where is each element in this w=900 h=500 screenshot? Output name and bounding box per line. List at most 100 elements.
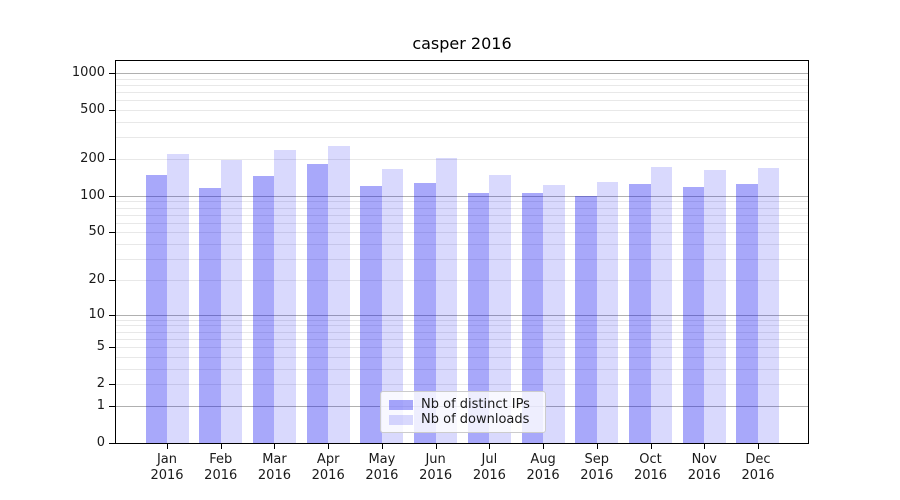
minor-gridline	[116, 207, 808, 209]
bar-downloads-mar	[274, 149, 296, 443]
minor-gridline	[116, 319, 808, 321]
y-tick-mark	[109, 232, 115, 234]
legend-swatch-distinct-ips	[389, 399, 413, 410]
minor-gridline	[116, 92, 808, 94]
minor-gridline	[116, 356, 808, 358]
bar-ips-jul	[467, 193, 490, 443]
minor-gridline	[116, 384, 808, 386]
y-tick-mark	[109, 195, 115, 197]
x-tick-mark	[543, 444, 545, 449]
minor-gridline	[116, 100, 808, 102]
y-tick-mark	[109, 384, 115, 386]
x-tick-label: May 2016	[365, 452, 399, 483]
x-tick-mark	[704, 444, 706, 449]
x-tick-mark	[596, 444, 598, 449]
y-tick-mark	[109, 405, 115, 407]
y-tick-label: 500	[80, 102, 105, 118]
x-tick-mark	[274, 444, 276, 449]
minor-gridline	[116, 338, 808, 340]
minor-gridline	[116, 347, 808, 349]
y-tick-mark	[109, 443, 115, 444]
x-tick-label: Dec 2016	[741, 452, 775, 483]
bar-ips-oct	[629, 183, 651, 443]
minor-gridline	[116, 137, 808, 139]
minor-gridline	[116, 325, 808, 327]
x-tick-label: Mar 2016	[257, 452, 291, 483]
x-tick-label: Jul 2016	[472, 452, 506, 483]
bar-ips-nov	[682, 186, 705, 443]
bar-ips-may	[360, 185, 382, 443]
x-tick-mark	[220, 444, 222, 449]
legend-label-downloads: Nb of downloads	[421, 412, 530, 427]
bar-ips-aug	[521, 193, 544, 443]
legend-label-distinct-ips: Nb of distinct IPs	[421, 397, 530, 412]
y-tick-label: 20	[88, 271, 105, 287]
minor-gridline	[116, 110, 808, 112]
y-tick-label: 200	[80, 150, 105, 166]
x-tick-mark	[381, 444, 383, 449]
y-tick-mark	[109, 110, 115, 112]
y-tick-label: 100	[80, 187, 105, 203]
bar-downloads-jul	[489, 175, 511, 443]
bar-ips-feb	[199, 187, 221, 443]
minor-gridline	[116, 232, 808, 234]
bar-downloads-apr	[328, 146, 350, 443]
minor-gridline	[116, 279, 808, 281]
minor-gridline	[116, 121, 808, 123]
bar-downloads-oct	[650, 166, 673, 443]
x-tick-mark	[489, 444, 491, 449]
bar-ips-jun	[414, 182, 436, 443]
legend-swatch-downloads	[389, 414, 413, 425]
minor-gridline	[116, 259, 808, 261]
bar-ips-sep	[575, 195, 597, 443]
bar-downloads-sep	[596, 181, 619, 443]
minor-gridline	[116, 368, 808, 370]
y-tick-label: 2	[96, 376, 105, 392]
major-gridline	[116, 314, 808, 316]
minor-gridline	[116, 244, 808, 246]
x-tick-label: Jun 2016	[419, 452, 453, 483]
y-tick-label: 0	[96, 435, 105, 450]
x-tick-label: Aug 2016	[526, 452, 560, 483]
minor-gridline	[116, 78, 808, 80]
x-tick-label: Jan 2016	[150, 452, 184, 483]
minor-gridline	[116, 158, 808, 160]
plot-area	[115, 60, 809, 444]
bar-ips-jan	[145, 175, 167, 443]
legend-item-distinct-ips: Nb of distinct IPs	[389, 397, 537, 412]
legend: Nb of distinct IPs Nb of downloads	[380, 391, 546, 433]
x-tick-mark	[435, 444, 437, 449]
bar-downloads-may	[381, 168, 404, 443]
x-tick-label: Oct 2016	[633, 452, 668, 483]
major-gridline	[116, 195, 808, 197]
x-tick-label: Apr 2016	[311, 452, 345, 483]
bar-ips-mar	[252, 175, 275, 443]
y-tick-label: 1000	[71, 64, 105, 80]
bar-downloads-jan	[167, 154, 189, 443]
y-tick-label: 1	[96, 397, 105, 413]
x-tick-mark	[167, 444, 168, 449]
y-tick-mark	[109, 158, 115, 160]
y-tick-mark	[109, 72, 115, 74]
bar-downloads-jun	[435, 157, 458, 443]
y-tick-mark	[109, 314, 115, 316]
bar-ips-dec	[736, 183, 758, 443]
legend-item-downloads: Nb of downloads	[389, 412, 537, 427]
x-tick-mark	[328, 444, 330, 449]
minor-gridline	[116, 201, 808, 203]
y-tick-label: 5	[96, 339, 105, 355]
bar-downloads-aug	[543, 184, 565, 443]
y-tick-label: 10	[88, 306, 105, 322]
x-tick-label: Feb 2016	[204, 452, 238, 483]
y-tick-label: 50	[88, 224, 105, 240]
minor-gridline	[116, 84, 808, 86]
y-tick-mark	[109, 347, 115, 349]
bar-ips-apr	[306, 164, 329, 443]
minor-gridline	[116, 222, 808, 224]
chart-title: casper 2016	[412, 34, 512, 53]
x-tick-label: Nov 2016	[687, 452, 721, 483]
minor-gridline	[116, 214, 808, 216]
bar-downloads-feb	[220, 160, 243, 443]
minor-gridline	[116, 331, 808, 333]
